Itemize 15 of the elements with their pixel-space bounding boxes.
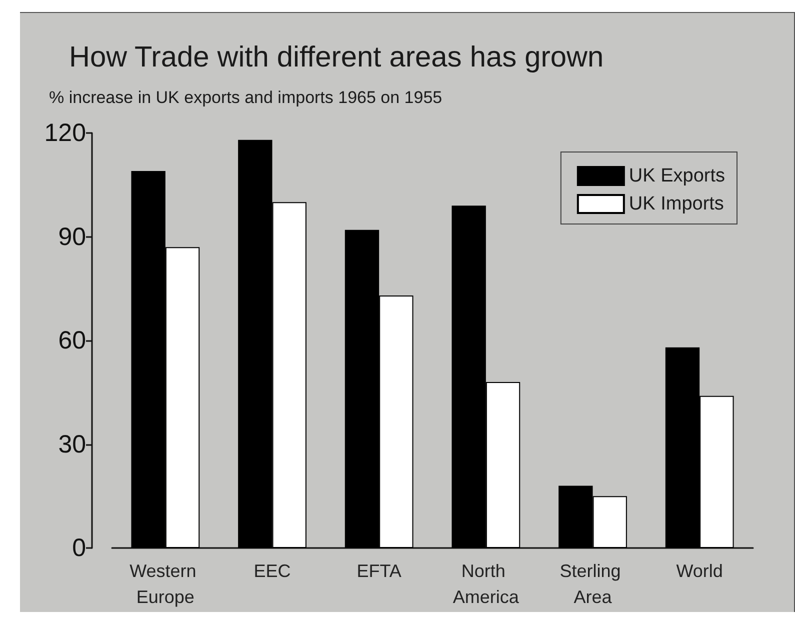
x-tick-label: Western Europe bbox=[130, 561, 202, 607]
legend-label: UK Exports bbox=[628, 166, 726, 186]
chart-title: How Trade with different areas has grown bbox=[69, 42, 604, 74]
chart-subtitle: % increase in UK exports and imports 1965 on 1955 bbox=[49, 88, 442, 107]
x-tick-label: Sterling Area bbox=[560, 561, 626, 607]
legend-label: UK Imports bbox=[628, 194, 724, 214]
y-tick-label: 120 bbox=[44, 119, 86, 147]
x-tick-label: EEC bbox=[254, 561, 291, 581]
y-tick-label: 60 bbox=[58, 326, 86, 354]
x-tick-label: North America bbox=[452, 561, 520, 607]
y-tick-label: 90 bbox=[58, 222, 86, 251]
x-tick-label: World bbox=[676, 561, 723, 581]
y-tick-label: 30 bbox=[58, 430, 86, 458]
y-tick-label: 0 bbox=[72, 534, 86, 562]
x-tick-label: EFTA bbox=[356, 561, 402, 581]
